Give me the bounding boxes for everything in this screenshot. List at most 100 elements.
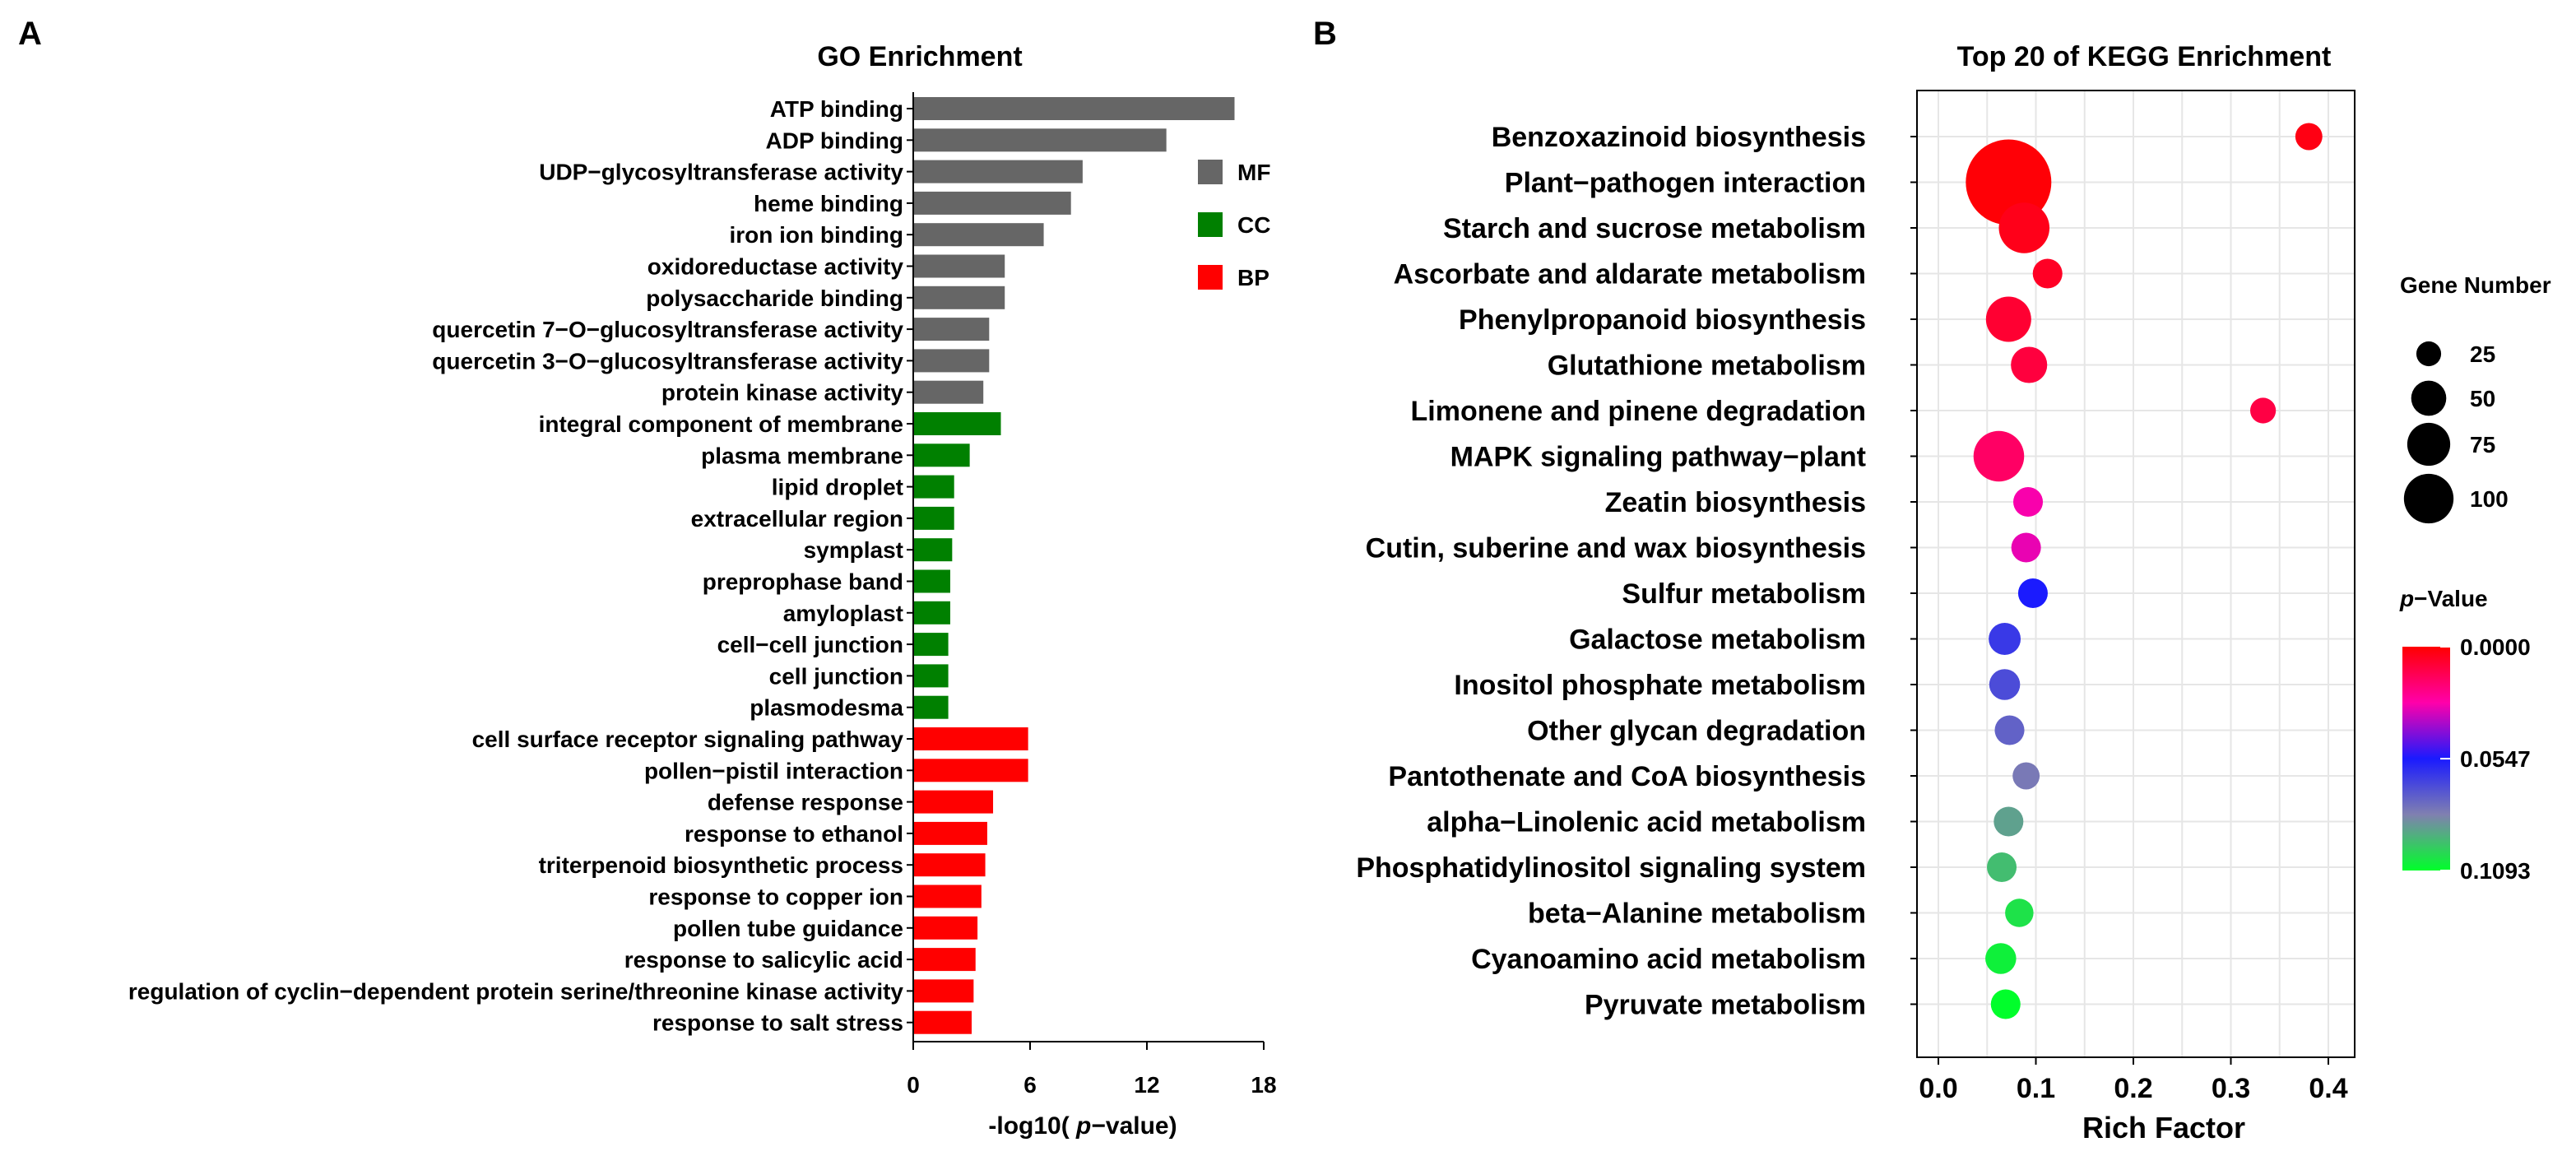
size-legend: 25 50 75 100 [2403, 341, 2509, 524]
kegg-pathway-label: Pyruvate metabolism [1585, 990, 1866, 1021]
kegg-pathway-labels: Benzoxazinoid biosynthesis Plant−pathogen… [1356, 122, 1917, 1021]
go-category-label: cell surface receptor signaling pathway [472, 727, 904, 752]
panel-label-a: A [18, 16, 42, 52]
kegg-pathway-label: Phenylpropanoid biosynthesis [1459, 304, 1866, 336]
kegg-x-tick-label: 0.3 [2212, 1073, 2250, 1104]
kegg-pathway-label: Cyanoamino acid metabolism [1471, 944, 1866, 975]
go-legend-swatch [1198, 265, 1223, 290]
kegg-point [1989, 623, 2021, 655]
go-x-tick-label: 0 [907, 1072, 920, 1098]
go-category-label: plasma membrane [701, 443, 903, 468]
go-x-tick-label: 18 [1251, 1072, 1276, 1098]
go-category-label: protein kinase activity [661, 380, 904, 406]
size-legend-circle [2403, 473, 2454, 524]
go-bar [913, 286, 1005, 309]
go-chart-title: GO Enrichment [817, 41, 1022, 72]
go-legend-label: MF [1237, 160, 1270, 185]
kegg-pathway-label: Zeatin biosynthesis [1605, 487, 1866, 518]
go-bar [913, 475, 954, 499]
kegg-pathway-label: Other glycan degradation [1527, 716, 1866, 747]
go-category-label: response to salt stress [652, 1010, 903, 1036]
go-bar [913, 506, 954, 530]
go-category-label: quercetin 7−O−glucosyltransferase activi… [432, 317, 903, 342]
kegg-point [2013, 486, 2044, 518]
panel-label-b: B [1313, 16, 1337, 52]
go-bar [913, 727, 1028, 750]
go-legend-label: BP [1237, 265, 1269, 290]
go-category-label: regulation of cyclin−dependent protein s… [128, 978, 904, 1004]
kegg-pathway-label: Limonene and pinene degradation [1411, 396, 1867, 427]
go-category-label: cell junction [769, 663, 903, 689]
go-bar [913, 633, 949, 657]
kegg-point [1985, 943, 2017, 974]
go-category-label: triterpenoid biosynthetic process [539, 852, 903, 878]
go-category-label: response to salicylic acid [624, 947, 903, 973]
kegg-pathway-label: alpha−Linolenic acid metabolism [1427, 807, 1866, 838]
go-bar [913, 664, 949, 688]
kegg-point [2250, 397, 2277, 424]
go-category-label: cell−cell junction [717, 632, 903, 657]
kegg-point [1973, 430, 2025, 482]
go-legend-swatch [1198, 160, 1223, 184]
go-bar [913, 412, 1001, 435]
size-legend-circle [2416, 341, 2442, 367]
kegg-point [1985, 296, 2031, 342]
size-legend-circle [2411, 380, 2447, 416]
kegg-x-tick-label: 0.4 [2309, 1073, 2347, 1104]
go-bar [913, 380, 984, 404]
go-bar [913, 884, 982, 908]
size-legend-label: 75 [2470, 432, 2495, 457]
go-category-label: heme binding [754, 191, 903, 216]
kegg-point [2295, 123, 2323, 151]
go-category-label: iron ion binding [729, 222, 903, 248]
go-category-label: oxidoreductase activity [647, 254, 904, 280]
kegg-pathway-label: Phosphatidylinositol signaling system [1356, 852, 1866, 884]
go-bar [913, 601, 950, 624]
color-legend-tick-label: 0.0547 [2460, 746, 2531, 772]
kegg-x-axis-title: Rich Factor [2082, 1111, 2245, 1144]
size-legend-label: 50 [2470, 386, 2495, 411]
kegg-point [1998, 202, 2050, 253]
go-bar [913, 948, 976, 972]
kegg-pathway-label: Sulfur metabolism [1622, 578, 1866, 610]
go-xlabel-pre: -log10( [988, 1112, 1076, 1140]
color-legend-title-rest: −Value [2414, 586, 2488, 611]
go-bar [913, 916, 978, 940]
go-bar [913, 223, 1044, 247]
go-bar [913, 191, 1071, 215]
go-category-label: response to copper ion [648, 884, 903, 910]
go-legend: MF CC BP [1198, 160, 1270, 290]
go-category-label: symplast [804, 537, 903, 563]
go-category-label: amyloplast [783, 601, 903, 626]
kegg-pathway-label: Galactose metabolism [1569, 624, 1866, 656]
size-legend-label: 25 [2470, 341, 2495, 367]
color-legend-title: p−Value [2399, 586, 2488, 611]
go-category-label: ADP binding [766, 128, 903, 153]
kegg-point [1993, 806, 2024, 837]
go-category-label: pollen tube guidance [673, 916, 903, 941]
kegg-point [2012, 762, 2040, 790]
go-category-label: plasmodesma [750, 695, 903, 721]
go-x-axis-title: -log10( p−value) [988, 1112, 1177, 1140]
go-x-tick-label: 12 [1134, 1072, 1159, 1098]
go-bar [913, 349, 990, 373]
color-legend-tick-label: 0.1093 [2460, 858, 2531, 884]
go-bar [913, 821, 987, 845]
go-xlabel-post: −value) [1091, 1112, 1177, 1140]
go-category-label: UDP−glycosyltransferase activity [539, 160, 903, 185]
kegg-point [2005, 898, 2034, 927]
go-bar [913, 318, 990, 341]
go-category-label: ATP binding [770, 96, 903, 122]
color-legend-title-italic: p [2399, 586, 2414, 611]
kegg-pathway-label: Glutathione metabolism [1548, 351, 1866, 382]
go-category-label: preprophase band [703, 569, 903, 595]
kegg-enrichment-chart: Top 20 of KEGG Enrichment Benzoxazinoid … [1356, 41, 2550, 1144]
go-xlabel-italic: p [1075, 1112, 1091, 1140]
kegg-point [1987, 852, 2017, 883]
go-bar [913, 254, 1005, 278]
go-bar [913, 538, 953, 562]
go-bar [913, 160, 1083, 183]
go-bar [913, 979, 974, 1003]
kegg-point [2032, 258, 2063, 289]
